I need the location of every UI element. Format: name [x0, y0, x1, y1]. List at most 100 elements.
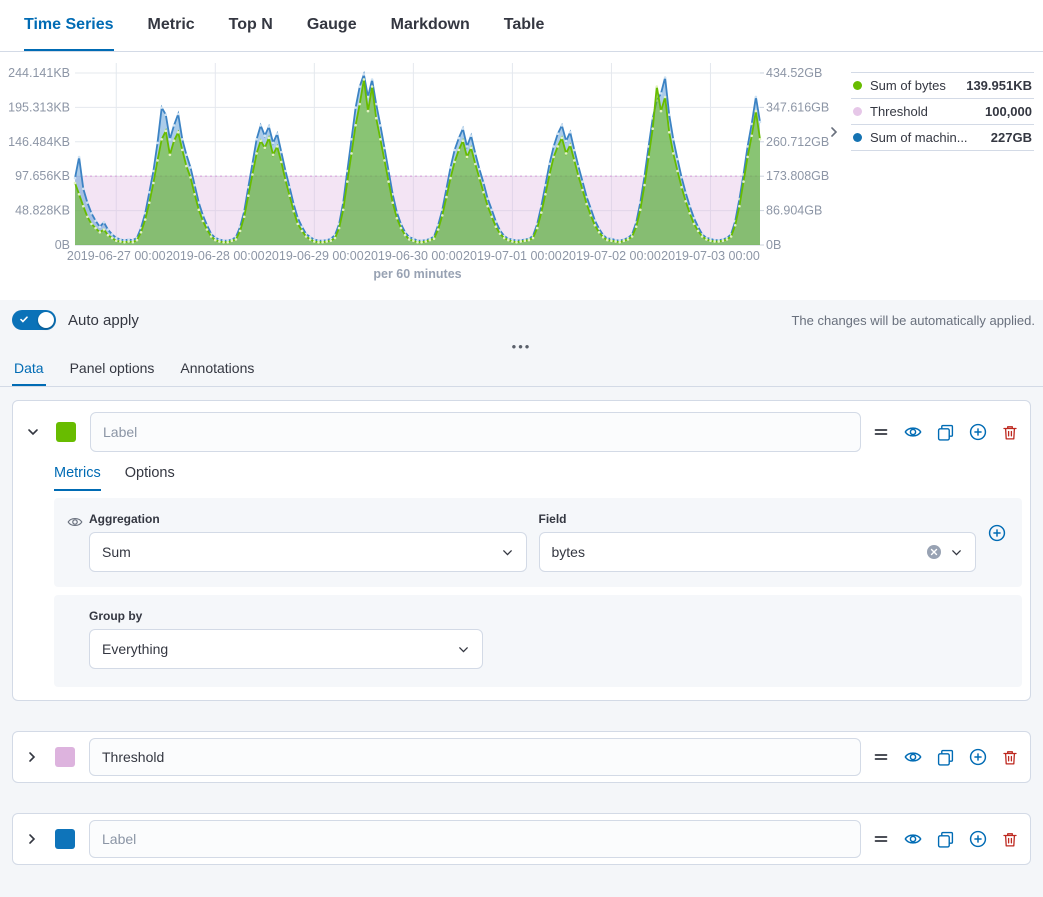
expand-chevron-right-icon[interactable]	[25, 831, 41, 847]
axis-tick-label: 173.808GB	[766, 169, 829, 183]
auto-apply-toggle[interactable]	[12, 310, 56, 330]
axis-tick-label: 195.313KB	[8, 100, 70, 114]
legend-label: Sum of machin...	[870, 130, 968, 145]
group-by-select[interactable]: Everything	[89, 629, 483, 669]
axis-tick-label: 347.616GB	[766, 100, 829, 114]
viz-tab-table[interactable]: Table	[504, 0, 545, 51]
axis-tick-label: 86.904GB	[766, 204, 822, 218]
clone-series-copy-icon[interactable]	[937, 424, 954, 441]
drag-handle-icon[interactable]	[873, 424, 889, 440]
toggle-knob	[38, 312, 54, 328]
series-1-color-swatch[interactable]	[56, 422, 76, 442]
delete-series-trash-icon[interactable]	[1002, 831, 1018, 848]
legend-value: 139.951KB	[966, 78, 1032, 93]
viz-tab-metric[interactable]: Metric	[148, 0, 195, 51]
aggregation-select[interactable]: Sum	[89, 532, 527, 572]
panel-resize-handle[interactable]: •••	[0, 340, 1043, 354]
clear-field-icon[interactable]	[926, 544, 942, 560]
legend-item[interactable]: Threshold100,000	[851, 98, 1034, 124]
axis-tick-label: per 60 minutes	[373, 267, 461, 281]
auto-apply-label: Auto apply	[68, 312, 139, 329]
editor-tab-annotations[interactable]: Annotations	[178, 354, 256, 386]
series-3-actions	[873, 830, 1018, 848]
axis-tick-label: 2019-07-01 00:00	[463, 249, 562, 263]
metric-row: Aggregation Sum Field bytes	[54, 498, 1022, 587]
chevron-down-icon	[457, 643, 470, 656]
clone-series-copy-icon[interactable]	[937, 831, 954, 848]
series-2-actions	[873, 748, 1018, 766]
axis-tick-label: 434.52GB	[766, 66, 822, 80]
axis-tick-label: 48.828KB	[15, 204, 70, 218]
chevron-down-icon	[501, 546, 514, 559]
collapse-chevron-down-icon[interactable]	[26, 424, 42, 440]
legend-label: Sum of bytes	[870, 78, 946, 93]
group-by-label: Group by	[89, 609, 1010, 623]
delete-series-trash-icon[interactable]	[1002, 749, 1018, 766]
tab-metrics[interactable]: Metrics	[54, 465, 101, 491]
delete-series-trash-icon[interactable]	[1002, 424, 1018, 441]
field-value: bytes	[552, 544, 919, 560]
toggle-series-eye-icon[interactable]	[904, 423, 922, 441]
series-3-header	[13, 814, 1030, 864]
add-metric-plus-icon[interactable]	[988, 524, 1006, 542]
legend-dot-icon	[853, 107, 862, 116]
chart-legend: Sum of bytes139.951KBThreshold100,000Sum…	[851, 72, 1034, 151]
drag-handle-icon[interactable]	[873, 749, 889, 765]
auto-apply-bar: Auto apply The changes will be automatic…	[0, 300, 1043, 340]
aggregation-value: Sum	[102, 544, 493, 560]
auto-apply-note: The changes will be automatically applie…	[791, 313, 1035, 328]
series-2-header	[13, 732, 1030, 782]
check-icon	[20, 316, 28, 323]
add-series-plus-icon[interactable]	[969, 748, 987, 766]
chevron-down-icon	[950, 546, 963, 559]
series-3-color-swatch[interactable]	[55, 829, 75, 849]
series-2-label-input[interactable]	[89, 738, 861, 776]
panel-editor: Auto apply The changes will be automatic…	[0, 300, 1043, 897]
series-2-color-swatch[interactable]	[55, 747, 75, 767]
drag-handle-icon[interactable]	[873, 831, 889, 847]
axis-tick-label: 2019-06-27 00:00	[67, 249, 166, 263]
field-label: Field	[539, 512, 977, 526]
axis-tick-label: 2019-07-03 00:00	[661, 249, 760, 263]
aggregation-label: Aggregation	[89, 512, 527, 526]
legend-item[interactable]: Sum of machin... 227GB	[851, 124, 1034, 151]
series-panel-3	[12, 813, 1031, 865]
axis-tick-label: 244.141KB	[8, 66, 70, 80]
axis-tick-label: 2019-06-29 00:00	[265, 249, 364, 263]
editor-tab-data[interactable]: Data	[12, 354, 46, 386]
tsvb-editor-page: { "accent_color": "#006BB4", "top_tabs":…	[0, 0, 1043, 897]
expand-chevron-right-icon[interactable]	[25, 749, 41, 765]
legend-collapse-chevron-icon[interactable]	[828, 126, 840, 141]
legend-dot-icon	[853, 81, 862, 90]
toggle-series-eye-icon[interactable]	[904, 748, 922, 766]
legend-value: 100,000	[985, 104, 1032, 119]
tab-options[interactable]: Options	[125, 465, 175, 491]
series-panel-1: Metrics Options Aggregation Sum	[12, 400, 1031, 701]
axis-tick-label: 146.484KB	[8, 135, 70, 149]
axis-tick-label: 2019-06-30 00:00	[364, 249, 463, 263]
viz-tab-time-series[interactable]: Time Series	[24, 0, 114, 51]
axis-tick-label: 260.712GB	[766, 135, 829, 149]
series-1-label-input[interactable]	[90, 412, 861, 452]
visualization-type-tabs: Time Series Metric Top N Gauge Markdown Table	[0, 0, 1043, 52]
toggle-series-eye-icon[interactable]	[904, 830, 922, 848]
viz-tab-top-n[interactable]: Top N	[229, 0, 273, 51]
viz-tab-markdown[interactable]: Markdown	[391, 0, 470, 51]
series-1-tabs: Metrics Options	[54, 465, 1030, 491]
field-combobox[interactable]: bytes	[539, 532, 977, 572]
editor-tabs: Data Panel options Annotations	[0, 354, 1043, 387]
editor-tab-panel-options[interactable]: Panel options	[68, 354, 157, 386]
clone-series-copy-icon[interactable]	[937, 749, 954, 766]
add-series-plus-icon[interactable]	[969, 423, 987, 441]
series-1-header	[13, 401, 1030, 452]
metric-eye-icon[interactable]	[67, 514, 83, 535]
series-panel-2	[12, 731, 1031, 783]
legend-dot-icon	[853, 133, 862, 142]
series-3-label-input[interactable]	[89, 820, 861, 858]
legend-item[interactable]: Sum of bytes 139.951KB	[851, 72, 1034, 98]
axis-tick-label: 2019-06-28 00:00	[166, 249, 265, 263]
viz-tab-gauge[interactable]: Gauge	[307, 0, 357, 51]
add-series-plus-icon[interactable]	[969, 830, 987, 848]
legend-value: 227GB	[991, 130, 1032, 145]
series-1-actions	[873, 423, 1018, 441]
